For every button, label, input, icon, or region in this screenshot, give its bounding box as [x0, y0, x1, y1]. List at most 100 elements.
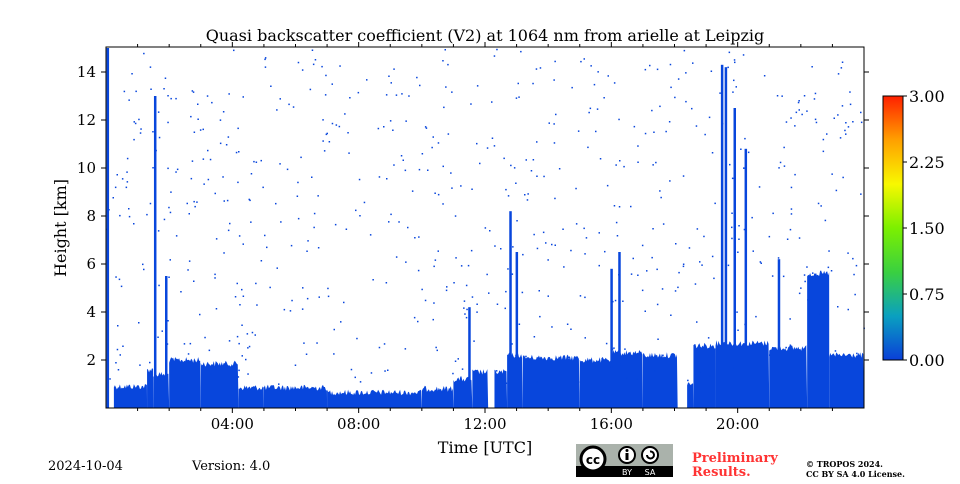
noise-dot	[214, 277, 216, 279]
noise-dot	[355, 209, 357, 212]
noise-dot	[234, 296, 237, 298]
noise-dot	[464, 313, 466, 315]
noise-dot	[491, 137, 494, 139]
noise-dot	[180, 291, 182, 293]
noise-dot	[306, 297, 309, 300]
noise-dot	[311, 176, 313, 178]
signal-spike	[515, 252, 519, 408]
noise-dot	[815, 121, 818, 124]
noise-dot	[721, 122, 724, 125]
y-axis-label: Height [km]	[51, 179, 70, 277]
colorbar-tick-label: 0.00	[909, 351, 945, 370]
colorbar-tick-label: 1.50	[909, 219, 945, 238]
colorbar-ticks: 0.00 0.75 1.50 2.25 3.00	[903, 87, 945, 370]
noise-dot	[553, 123, 555, 125]
noise-dot	[769, 354, 771, 356]
noise-dot	[822, 324, 824, 326]
y-tick-label: 4	[86, 303, 96, 321]
noise-dot	[345, 228, 348, 230]
noise-dot	[771, 275, 774, 277]
noise-dot	[283, 308, 286, 311]
noise-dot	[322, 119, 324, 121]
noise-dot	[453, 282, 455, 284]
noise-dot	[493, 145, 496, 147]
noise-dot	[167, 95, 169, 97]
noise-dot	[860, 193, 862, 195]
noise-dot	[239, 304, 241, 306]
noise-dot	[777, 257, 780, 259]
signal-spike	[610, 268, 613, 408]
noise-dot	[175, 97, 177, 100]
noise-dot	[759, 261, 762, 263]
noise-dot	[571, 86, 573, 89]
noise-dot	[641, 244, 644, 247]
noise-dot	[326, 132, 328, 135]
noise-dot	[806, 110, 808, 112]
noise-dot	[242, 295, 245, 297]
noise-dot	[795, 111, 798, 114]
noise-dot	[476, 142, 478, 145]
noise-dot	[783, 146, 785, 149]
noise-dot	[652, 164, 654, 166]
noise-dot	[334, 223, 337, 226]
noise-dot	[691, 107, 693, 110]
noise-dot	[636, 378, 638, 380]
noise-dot	[354, 376, 356, 379]
signal-layer	[113, 384, 148, 408]
noise-dot	[432, 136, 434, 138]
noise-dot	[445, 289, 448, 292]
noise-dot	[128, 99, 130, 101]
noise-dot	[699, 371, 701, 373]
noise-dot	[249, 199, 251, 202]
noise-dot	[776, 95, 779, 97]
noise-dot	[763, 75, 766, 77]
noise-dot	[738, 238, 740, 240]
noise-dot	[685, 100, 687, 103]
y-tick-label: 14	[77, 63, 96, 81]
noise-dot	[427, 169, 429, 171]
noise-dot	[433, 265, 435, 268]
noise-dot	[107, 339, 109, 341]
noise-dot	[402, 159, 404, 161]
signal-layer	[522, 354, 580, 408]
noise-dot	[489, 230, 491, 232]
noise-dot	[247, 347, 249, 349]
noise-dot	[604, 250, 606, 253]
noise-dot	[682, 175, 685, 177]
noise-dot	[321, 65, 323, 68]
noise-dot	[518, 96, 520, 98]
noise-dot	[254, 334, 256, 336]
noise-dot	[738, 225, 740, 227]
noise-dot	[193, 280, 195, 282]
signal-spike	[106, 48, 110, 408]
noise-dot	[301, 308, 304, 310]
signal-layer	[807, 270, 830, 408]
sa-share-icon	[641, 446, 659, 464]
noise-dot	[405, 120, 407, 122]
noise-dot	[803, 274, 806, 276]
noise-dot	[837, 73, 840, 75]
noise-dot	[491, 101, 493, 103]
noise-dot	[575, 378, 578, 380]
noise-dot	[288, 103, 290, 106]
noise-dot	[378, 176, 381, 178]
noise-dot	[407, 226, 409, 229]
noise-dot	[204, 336, 206, 339]
noise-dot	[687, 379, 689, 382]
noise-dot	[674, 96, 676, 99]
noise-dot	[126, 181, 129, 183]
noise-dot	[163, 88, 165, 90]
noise-dot	[199, 129, 202, 131]
noise-dot	[392, 129, 394, 131]
signal-layer	[147, 368, 154, 408]
noise-dot	[554, 244, 556, 246]
noise-dot	[783, 165, 786, 167]
noise-dot	[521, 291, 524, 294]
noise-dot	[615, 221, 618, 224]
noise-dot	[414, 237, 416, 239]
footer-version: Version: 4.0	[191, 459, 270, 474]
noise-dot	[451, 187, 453, 189]
noise-dot	[404, 169, 407, 172]
noise-dot	[340, 321, 342, 323]
noise-dot	[322, 140, 324, 142]
